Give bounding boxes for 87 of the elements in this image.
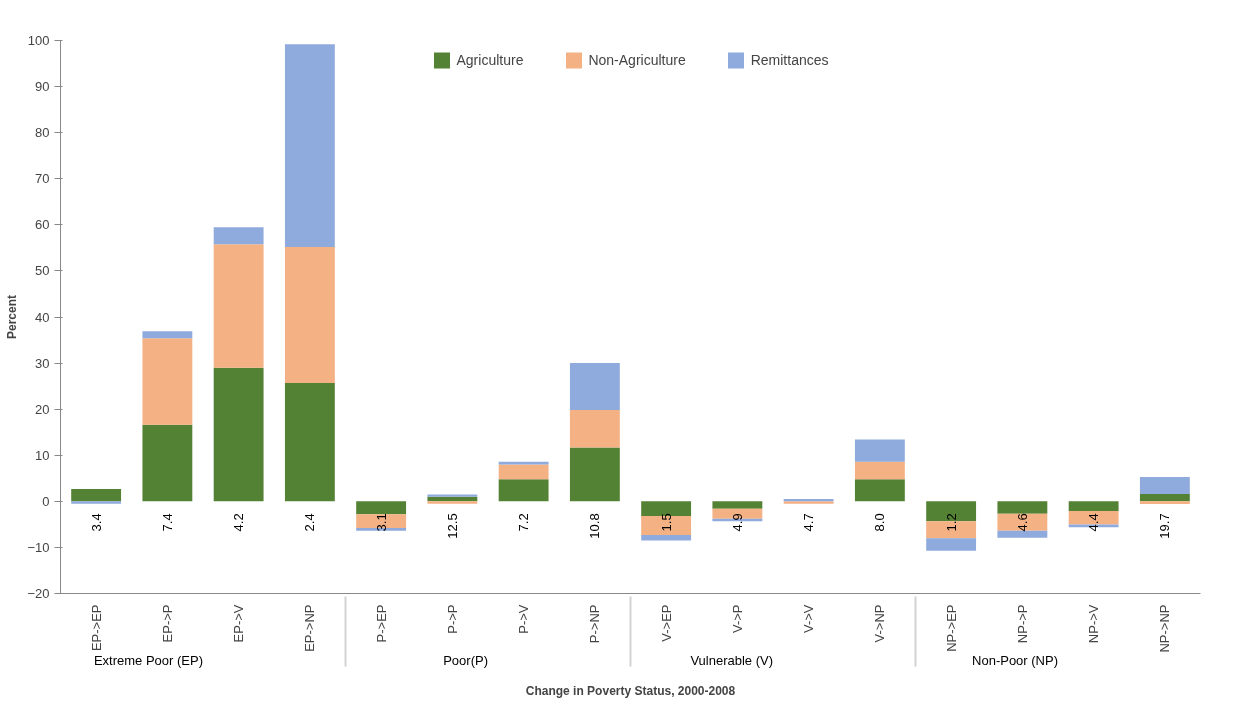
x-tick-label: P->V bbox=[516, 604, 532, 634]
bar bbox=[142, 338, 193, 425]
bar bbox=[1068, 501, 1119, 512]
y-tick-label: 0 bbox=[42, 493, 50, 509]
annotation: 3.4 bbox=[88, 513, 104, 532]
legend-label: Non-Agriculture bbox=[588, 52, 686, 68]
bar bbox=[213, 367, 264, 502]
bar bbox=[1139, 493, 1190, 502]
bar bbox=[854, 439, 905, 462]
annotation: 8.0 bbox=[872, 513, 888, 532]
bar bbox=[356, 514, 407, 529]
annotation: 3.1 bbox=[373, 513, 389, 532]
y-tick-label: −10 bbox=[27, 539, 50, 555]
bar bbox=[142, 331, 193, 339]
annotation: 1.2 bbox=[943, 513, 959, 532]
text: Extreme Poor (EP) bbox=[93, 653, 204, 669]
annotation: 12.5 bbox=[444, 513, 460, 539]
annotation: 4.7 bbox=[801, 513, 817, 532]
text: Vulnerable (V) bbox=[690, 653, 774, 669]
bar bbox=[284, 44, 335, 247]
annotation: 1.5 bbox=[658, 513, 674, 532]
bar bbox=[997, 530, 1048, 538]
bar bbox=[926, 538, 977, 551]
bar bbox=[854, 461, 905, 480]
bar bbox=[1139, 476, 1190, 494]
bar bbox=[641, 534, 692, 541]
x-tick-label: EP->P bbox=[159, 604, 175, 643]
x-tick-label: NP->V bbox=[1086, 604, 1102, 644]
x-tick-label: NP->EP bbox=[943, 604, 959, 652]
x-axis-title: Change in Poverty Status, 2000-2008 bbox=[525, 683, 736, 698]
bar bbox=[569, 410, 620, 448]
x-tick-label: V->EP bbox=[658, 604, 674, 642]
y-axis-title: Percent bbox=[5, 294, 20, 340]
x-tick-label: EP->EP bbox=[88, 604, 104, 652]
annotation: 7.4 bbox=[159, 513, 175, 532]
bar bbox=[997, 513, 1048, 531]
y-tick-label: 60 bbox=[35, 217, 50, 233]
x-tick-label: P->P bbox=[444, 604, 460, 634]
x-tick-label: V->V bbox=[801, 604, 817, 634]
text: Non-Poor (NP) bbox=[972, 653, 1058, 669]
y-tick-label: 80 bbox=[35, 125, 50, 141]
annotation: 7.2 bbox=[516, 513, 532, 532]
bar bbox=[71, 488, 122, 502]
y-tick-label: −20 bbox=[27, 586, 50, 601]
bar bbox=[71, 501, 122, 504]
annotation: 4.6 bbox=[1014, 513, 1030, 532]
bar bbox=[498, 479, 549, 502]
annotation: 4.9 bbox=[729, 513, 745, 532]
x-tick-label: EP->V bbox=[231, 604, 247, 643]
y-tick-label: 30 bbox=[35, 355, 50, 371]
y-tick-label: 40 bbox=[35, 309, 50, 325]
legend-label: Agriculture bbox=[456, 52, 524, 68]
y-tick-label: 20 bbox=[35, 401, 50, 417]
annotation: 4.2 bbox=[231, 513, 247, 532]
y-tick-label: 10 bbox=[35, 447, 50, 463]
annotation: 2.4 bbox=[302, 513, 318, 532]
bar bbox=[427, 494, 478, 497]
bar bbox=[712, 501, 763, 509]
bar bbox=[854, 479, 905, 502]
x-tick-label: P->EP bbox=[373, 604, 389, 643]
bar bbox=[284, 382, 335, 502]
bar bbox=[498, 464, 549, 480]
x-tick-label: EP->NP bbox=[302, 604, 318, 652]
x-tick-label: NP->P bbox=[1014, 604, 1030, 644]
annotation: 19.7 bbox=[1157, 513, 1173, 539]
legend-label: Remittances bbox=[750, 52, 829, 68]
bar bbox=[213, 244, 264, 368]
text: Poor(P) bbox=[443, 653, 489, 669]
bar bbox=[997, 501, 1048, 514]
bar bbox=[1139, 501, 1190, 505]
bar bbox=[569, 447, 620, 502]
y-tick-label: 50 bbox=[35, 263, 50, 279]
x-tick-label: V->NP bbox=[872, 604, 888, 643]
bar bbox=[427, 501, 478, 504]
annotation: 10.8 bbox=[587, 513, 603, 539]
y-tick-label: 100 bbox=[27, 33, 50, 48]
x-tick-label: NP->NP bbox=[1157, 604, 1173, 653]
bar bbox=[284, 246, 335, 383]
x-tick-label: V->P bbox=[729, 604, 745, 634]
bar bbox=[213, 227, 264, 245]
bar bbox=[569, 363, 620, 411]
x-tick-label: P->NP bbox=[587, 604, 603, 644]
y-tick-label: 90 bbox=[35, 79, 50, 95]
bar bbox=[142, 424, 193, 502]
bar bbox=[356, 501, 407, 515]
y-tick-label: 70 bbox=[35, 171, 50, 187]
annotation: 4.4 bbox=[1086, 513, 1102, 532]
